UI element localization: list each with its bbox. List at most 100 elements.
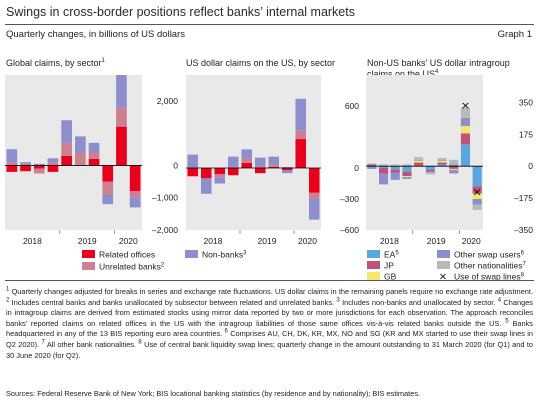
bar-segment	[102, 194, 114, 205]
bar-segment	[460, 126, 471, 134]
bar-segment	[390, 164, 400, 166]
legend-label: Other swap users6	[454, 250, 525, 260]
bar-segment	[88, 158, 100, 166]
bar-segment	[425, 169, 435, 172]
bar-segment	[129, 191, 141, 198]
panel-title-intragroup: Non-US banks’ US dollar intragroup claim…	[367, 58, 510, 79]
bar-segment	[187, 154, 199, 168]
legend-label: Use of swap lines8	[454, 272, 525, 282]
x-tick-label: 2018	[204, 236, 223, 246]
bar-segment	[241, 158, 253, 163]
x-tick-label: 2020	[298, 236, 317, 246]
chart-panel-3: × × 350 175 0 –175 –350 2018 2019 2020	[366, 75, 533, 246]
graph-label: Graph 1	[497, 29, 532, 40]
legend-swatch	[185, 250, 198, 258]
bar-segment	[402, 164, 412, 167]
legend: Related offices Unrelated banks2 Non-banks…	[82, 250, 527, 283]
y-tick-label: –175	[514, 193, 533, 203]
legend-item: Other swap users6	[437, 250, 525, 260]
bar-segment	[378, 164, 389, 167]
bar-segment	[61, 142, 72, 156]
bar-segment	[367, 166, 377, 168]
legend-item: JP	[367, 261, 394, 271]
legend-item: Non-banks3	[185, 250, 247, 260]
charts-area: 2,000 0 –1,000 –2,000 2018 2019 2020 600 0 –300 –6…	[5, 75, 533, 283]
bar-segment	[227, 156, 239, 167]
bar-segment	[187, 168, 199, 177]
bar-segment	[460, 144, 471, 167]
bar-segment	[449, 169, 459, 174]
bar-segment	[116, 107, 127, 127]
bar-segment	[460, 133, 471, 145]
notes-divider	[5, 280, 534, 281]
bar-segment	[390, 169, 400, 173]
bar-segment	[425, 172, 435, 175]
bar-segment	[460, 107, 471, 118]
legend-swatch	[437, 250, 450, 258]
legend-swatch	[437, 261, 450, 269]
bar-segment	[241, 162, 253, 168]
bar-segment	[33, 168, 45, 174]
bar-segment	[308, 199, 320, 220]
bar-segment	[102, 181, 114, 195]
legend-swatch	[82, 250, 95, 258]
bar-segment	[6, 162, 18, 166]
legend-label: EA5	[384, 250, 399, 260]
chart-panel-2: 600 0 –300 –600 2018 2019 2020	[186, 75, 359, 246]
bar-segment	[241, 149, 253, 159]
legend-marker: ×	[439, 272, 447, 283]
bar-segment	[437, 164, 447, 167]
bar-segment	[402, 166, 412, 172]
bar-segment	[460, 117, 471, 127]
panel-title-us-claims: US dollar claims on the US, by sector	[186, 58, 336, 68]
x-tick-label: 2020	[119, 236, 138, 246]
bar-segment	[227, 166, 239, 168]
bar-segment	[402, 171, 412, 177]
bar-segment	[367, 163, 377, 165]
bar-segment	[33, 165, 45, 169]
bar-segment	[414, 157, 424, 160]
bar-segment	[6, 165, 18, 172]
bar-segment	[295, 130, 307, 140]
chart-panel-1: 2,000 0 –1,000 –2,000 2018 2019 2020	[5, 75, 178, 246]
bar-segment	[281, 168, 293, 171]
y-tick-label: –350	[514, 225, 533, 235]
legend-item: EA5	[367, 250, 399, 260]
y-tick-label: –2,000	[152, 225, 178, 235]
bar-segment	[227, 168, 239, 176]
bar-segment	[367, 168, 377, 169]
bar-segment	[472, 186, 482, 194]
bar-segment	[75, 152, 86, 166]
bar-segment	[367, 164, 377, 167]
bar-segment	[472, 193, 482, 199]
legend-label: GB	[384, 272, 397, 282]
sources: Sources: Federal Reserve Bank of New Yor…	[6, 389, 421, 398]
legend-label: JP	[384, 261, 394, 271]
x-tick-label: 2019	[427, 236, 446, 246]
bar-segment	[116, 75, 127, 108]
bar-segment	[75, 136, 86, 153]
y-tick-label: –1,000	[152, 193, 178, 203]
x-tick-label: 2019	[78, 236, 97, 246]
bar-segment	[390, 165, 400, 167]
bar-segment	[437, 162, 447, 165]
y-tick-label: 2,000	[157, 96, 179, 106]
bar-segment	[61, 120, 72, 143]
bar-segment	[6, 149, 18, 163]
legend-item: Other nationalities7	[437, 261, 527, 271]
y-tick-label: 600	[345, 101, 359, 111]
legend-swatch	[367, 250, 380, 258]
bar-segment	[390, 166, 400, 170]
bar-segment	[378, 173, 389, 185]
x-tick-label: 2019	[258, 236, 277, 246]
legend-item: Related offices	[82, 250, 155, 260]
swap-line-marker: ×	[461, 99, 470, 112]
legend-item: GB	[367, 272, 397, 282]
bar-segment	[437, 157, 447, 160]
bar-segment	[414, 162, 424, 167]
bar-segment	[402, 177, 412, 179]
legend-label: Unrelated banks2	[99, 262, 165, 272]
bar-segment	[449, 168, 459, 170]
bar-segment	[390, 172, 400, 180]
bar-segment	[129, 197, 141, 208]
